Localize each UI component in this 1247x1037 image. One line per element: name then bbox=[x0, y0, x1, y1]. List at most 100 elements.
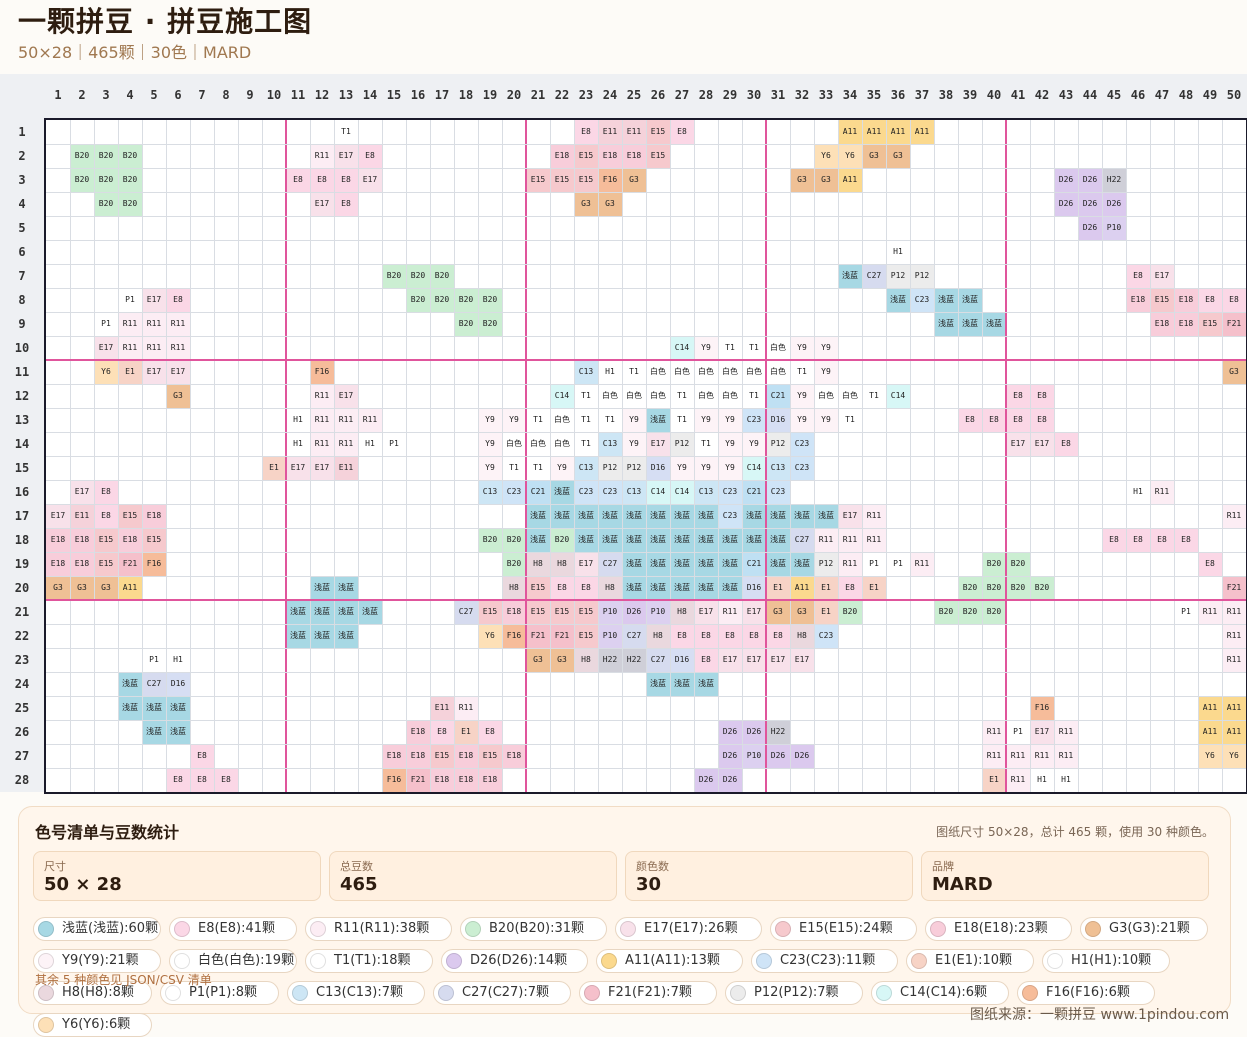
bead-cell: H8 bbox=[550, 552, 574, 576]
bead-cell: 浅蓝 bbox=[622, 552, 646, 576]
bead-cell: D26 bbox=[718, 768, 742, 792]
bead-cell: P10 bbox=[646, 600, 670, 624]
bead-cell: 白色 bbox=[622, 384, 646, 408]
row-number: 25 bbox=[14, 701, 30, 715]
bead-cell: R11 bbox=[982, 744, 1006, 768]
bead-cell: R11 bbox=[1150, 480, 1174, 504]
bead-cell: P12 bbox=[622, 456, 646, 480]
bead-cell: 白色 bbox=[694, 384, 718, 408]
bead-cell: E15 bbox=[118, 504, 142, 528]
color-chip: B20(B20):31颗 bbox=[460, 917, 607, 941]
bead-cell: 浅蓝 bbox=[526, 504, 550, 528]
column-number: 35 bbox=[866, 88, 882, 102]
row-number: 19 bbox=[14, 557, 30, 571]
bead-cell: E17 bbox=[70, 480, 94, 504]
bead-cell: E11 bbox=[334, 456, 358, 480]
bead-cell: C14 bbox=[670, 480, 694, 504]
color-swatch-icon bbox=[775, 921, 791, 937]
bead-cell: R11 bbox=[1030, 744, 1054, 768]
bead-cell: Y9 bbox=[694, 456, 718, 480]
bead-cell: G3 bbox=[814, 168, 838, 192]
bead-cell: 浅蓝 bbox=[670, 552, 694, 576]
bead-cell: R11 bbox=[310, 144, 334, 168]
bead-cell: E18 bbox=[46, 552, 70, 576]
bead-cell: P1 bbox=[1174, 600, 1198, 624]
column-number: 34 bbox=[842, 88, 858, 102]
bead-cell: E11 bbox=[430, 696, 454, 720]
bead-cell: E17 bbox=[142, 360, 166, 384]
bead-cell: E17 bbox=[94, 336, 118, 360]
bead-cell: H22 bbox=[598, 648, 622, 672]
grid-line bbox=[46, 168, 1246, 169]
column-number: 24 bbox=[602, 88, 618, 102]
bead-cell: E17 bbox=[838, 504, 862, 528]
bead-cell: F16 bbox=[310, 360, 334, 384]
color-chip: P1(P1):8颗 bbox=[160, 981, 279, 1005]
color-chip: E8(E8):41颗 bbox=[169, 917, 297, 941]
bead-cell: E18 bbox=[550, 144, 574, 168]
color-chip-label: R11(R11):38颗 bbox=[334, 921, 430, 936]
page-subtitle: 50×28｜465颗｜30色｜MARD bbox=[18, 43, 252, 62]
bead-cell: B20 bbox=[1006, 552, 1030, 576]
stat-label: 总豆数 bbox=[340, 860, 373, 873]
row-number: 7 bbox=[18, 269, 26, 283]
bead-cell: C21 bbox=[742, 552, 766, 576]
column-number: 41 bbox=[1010, 88, 1026, 102]
bead-cell: 浅蓝 bbox=[814, 504, 838, 528]
bead-cell: Y9 bbox=[478, 456, 502, 480]
bead-cell: 浅蓝 bbox=[166, 720, 190, 744]
bead-cell: 浅蓝 bbox=[742, 504, 766, 528]
bead-cell: R11 bbox=[142, 336, 166, 360]
bead-cell: C13 bbox=[622, 480, 646, 504]
stat-value: 50 × 28 bbox=[44, 874, 122, 895]
row-number: 26 bbox=[14, 725, 30, 739]
bead-cell: B20 bbox=[982, 576, 1006, 600]
bead-cell: 浅蓝 bbox=[694, 552, 718, 576]
bead-cell: G3 bbox=[790, 600, 814, 624]
bead-cell: P1 bbox=[886, 552, 910, 576]
bead-cell: F21 bbox=[526, 624, 550, 648]
stat-label: 尺寸 bbox=[44, 860, 66, 873]
bead-cell: E1 bbox=[118, 360, 142, 384]
bead-cell: C14 bbox=[670, 336, 694, 360]
row-number: 10 bbox=[14, 341, 30, 355]
bead-cell: P1 bbox=[94, 312, 118, 336]
grid-line bbox=[46, 384, 1246, 385]
bead-cell: D26 bbox=[1054, 168, 1078, 192]
page-title: 一颗拼豆 · 拼豆施工图 bbox=[18, 5, 313, 38]
bead-cell: E18 bbox=[502, 744, 526, 768]
bead-cell: E8 bbox=[694, 624, 718, 648]
bead-cell: 浅蓝 bbox=[598, 528, 622, 552]
bead-cell: 浅蓝 bbox=[718, 552, 742, 576]
bead-cell: P12 bbox=[814, 552, 838, 576]
bead-cell: 浅蓝 bbox=[958, 288, 982, 312]
bead-cell: E17 bbox=[1150, 264, 1174, 288]
major-grid-line bbox=[46, 599, 1246, 601]
row-number: 9 bbox=[18, 317, 26, 331]
bead-cell: H22 bbox=[622, 648, 646, 672]
row-number: 16 bbox=[14, 485, 30, 499]
bead-cell: T1 bbox=[670, 384, 694, 408]
bead-cell: C23 bbox=[574, 480, 598, 504]
grid-line bbox=[46, 768, 1246, 769]
bead-cell: D16 bbox=[646, 456, 670, 480]
bead-cell: E8 bbox=[1006, 384, 1030, 408]
bead-cell: E17 bbox=[1030, 720, 1054, 744]
bead-cell: 浅蓝 bbox=[670, 528, 694, 552]
grid-line bbox=[46, 240, 1246, 241]
bead-cell: D26 bbox=[766, 744, 790, 768]
bead-cell: D16 bbox=[670, 648, 694, 672]
bead-cell: B20 bbox=[118, 192, 142, 216]
color-chip: E15(E15):24颗 bbox=[770, 917, 917, 941]
bead-cell: 浅蓝 bbox=[310, 576, 334, 600]
bead-cell: E17 bbox=[646, 432, 670, 456]
bead-cell: R11 bbox=[454, 696, 478, 720]
bead-cell: E17 bbox=[46, 504, 70, 528]
bead-cell: 浅蓝 bbox=[286, 600, 310, 624]
column-number: 1 bbox=[54, 88, 62, 102]
bead-cell: A11 bbox=[790, 576, 814, 600]
bead-cell: D26 bbox=[1054, 192, 1078, 216]
bead-cell: C23 bbox=[598, 480, 622, 504]
color-swatch-icon bbox=[38, 985, 54, 1001]
color-swatch-icon bbox=[1085, 921, 1101, 937]
